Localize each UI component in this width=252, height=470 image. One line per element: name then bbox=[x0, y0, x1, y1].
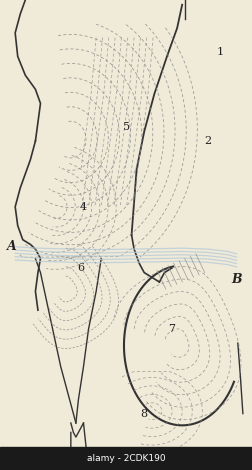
Text: A: A bbox=[7, 240, 16, 253]
Text: 4: 4 bbox=[80, 202, 87, 212]
Text: B: B bbox=[230, 273, 241, 286]
Text: 1: 1 bbox=[216, 47, 223, 57]
Text: 2: 2 bbox=[203, 136, 210, 146]
Text: 6: 6 bbox=[77, 263, 84, 273]
Text: 8: 8 bbox=[140, 408, 147, 419]
Text: 5: 5 bbox=[122, 122, 130, 132]
Bar bbox=[0, 447, 252, 470]
Text: 7: 7 bbox=[168, 324, 175, 334]
Text: alamy - 2CDK190: alamy - 2CDK190 bbox=[87, 454, 165, 463]
